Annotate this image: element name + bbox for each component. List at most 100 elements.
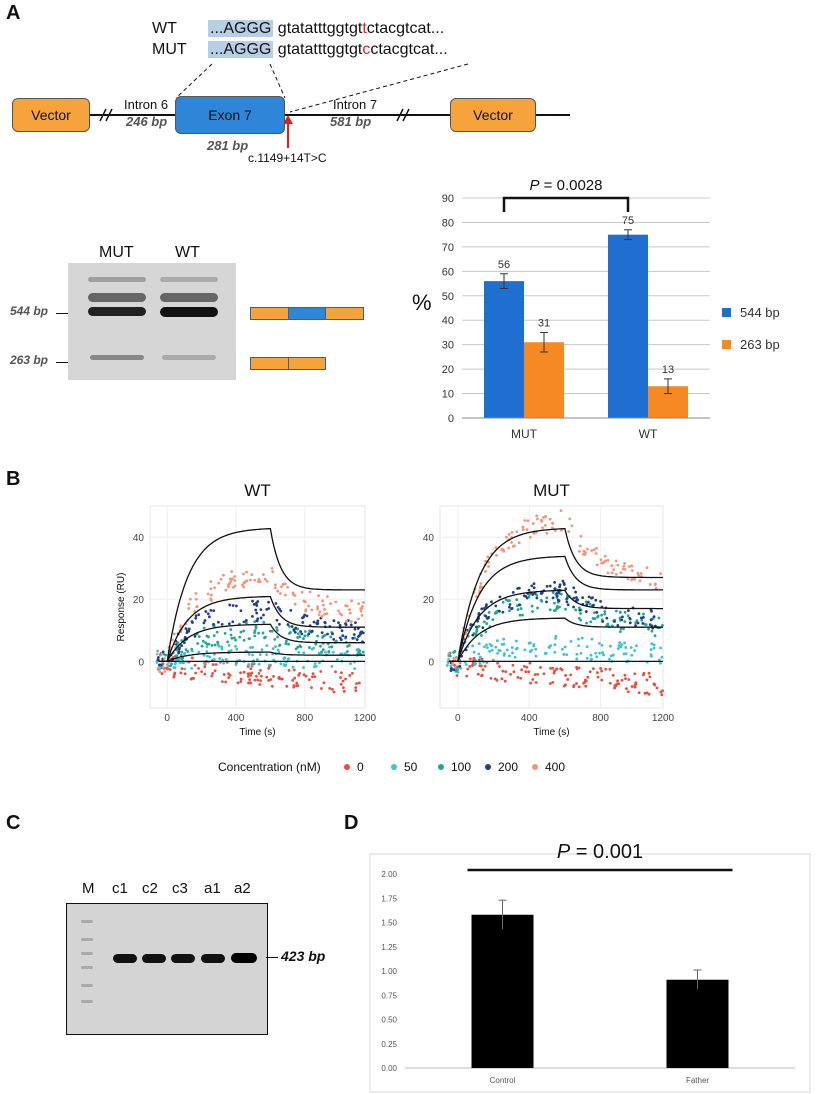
data-point bbox=[303, 600, 307, 604]
data-point bbox=[592, 548, 596, 552]
size-marker-423: 423 bp bbox=[281, 948, 326, 964]
data-point bbox=[572, 596, 576, 600]
data-point bbox=[160, 652, 164, 656]
data-point bbox=[239, 671, 242, 675]
data-point bbox=[270, 566, 274, 570]
data-point bbox=[230, 577, 234, 581]
data-point bbox=[585, 547, 589, 551]
data-point bbox=[182, 652, 186, 656]
data-point bbox=[354, 686, 358, 690]
data-point bbox=[623, 610, 627, 614]
data-point bbox=[239, 680, 243, 683]
chart-frame bbox=[369, 853, 811, 1093]
data-point bbox=[577, 549, 581, 553]
data-point bbox=[496, 651, 499, 655]
data-point bbox=[197, 635, 201, 639]
data-point bbox=[202, 626, 206, 630]
data-point bbox=[628, 616, 632, 620]
data-point bbox=[608, 667, 612, 671]
data-point bbox=[276, 628, 279, 632]
data-point bbox=[265, 653, 269, 657]
data-point bbox=[599, 558, 603, 562]
data-point bbox=[540, 599, 544, 603]
data-point bbox=[304, 674, 308, 678]
y-tick-label: 0.75 bbox=[381, 991, 397, 1000]
data-point bbox=[349, 623, 353, 627]
gel-lane-label: a1 bbox=[204, 880, 221, 897]
data-point bbox=[250, 671, 254, 675]
data-point bbox=[267, 600, 270, 604]
data-point bbox=[482, 620, 486, 624]
legend-label: 544 bp bbox=[740, 305, 780, 320]
x-tick-label: 0 bbox=[164, 713, 170, 724]
data-point bbox=[270, 629, 274, 633]
data-point bbox=[605, 616, 609, 620]
data-point bbox=[575, 652, 579, 656]
data-point bbox=[502, 654, 506, 657]
data-point bbox=[156, 656, 160, 659]
data-point bbox=[166, 667, 170, 671]
data-point bbox=[481, 626, 485, 630]
gel-lane-label: c3 bbox=[172, 880, 188, 897]
data-point bbox=[315, 621, 319, 625]
data-point bbox=[585, 621, 588, 625]
data-point bbox=[654, 586, 658, 590]
data-point bbox=[210, 599, 213, 602]
data-point bbox=[235, 604, 238, 608]
data-point bbox=[613, 684, 617, 687]
data-point bbox=[623, 641, 627, 645]
data-point bbox=[326, 595, 329, 598]
data-point bbox=[623, 562, 626, 565]
data-point bbox=[500, 548, 504, 551]
data-point bbox=[624, 652, 628, 656]
gel-band-544 bbox=[160, 307, 218, 317]
data-point bbox=[352, 633, 356, 636]
data-point bbox=[661, 624, 664, 627]
data-point bbox=[234, 638, 237, 642]
data-point bbox=[482, 645, 486, 649]
data-point bbox=[564, 607, 567, 611]
bar-544-bp bbox=[484, 281, 524, 418]
data-point bbox=[600, 613, 604, 617]
data-point bbox=[595, 546, 598, 550]
data-point bbox=[229, 579, 233, 583]
y-tick-label: 20 bbox=[133, 595, 145, 606]
gel-band bbox=[160, 277, 218, 282]
data-point bbox=[259, 616, 263, 620]
data-point bbox=[246, 674, 250, 678]
data-point bbox=[572, 684, 576, 687]
data-point bbox=[361, 600, 365, 604]
data-point bbox=[600, 669, 604, 673]
data-point bbox=[535, 596, 539, 600]
data-point bbox=[340, 671, 343, 675]
data-point bbox=[296, 684, 300, 687]
data-point bbox=[613, 620, 616, 623]
seq-intron-rest: ctacgtcat... bbox=[370, 41, 448, 58]
data-point bbox=[657, 658, 661, 662]
data-point bbox=[516, 676, 520, 679]
data-point bbox=[239, 677, 243, 681]
data-point bbox=[283, 582, 287, 586]
data-point bbox=[251, 653, 255, 657]
data-point bbox=[618, 610, 622, 614]
gel-lane-label: a2 bbox=[234, 880, 251, 897]
data-point bbox=[511, 651, 514, 655]
data-point bbox=[256, 600, 260, 603]
data-point bbox=[558, 583, 562, 587]
data-point bbox=[601, 620, 605, 623]
data-point bbox=[292, 668, 296, 672]
data-point bbox=[307, 632, 311, 636]
data-point bbox=[627, 565, 631, 568]
data-point bbox=[525, 596, 529, 600]
data-point bbox=[341, 679, 345, 683]
data-point bbox=[510, 646, 514, 649]
data-point bbox=[478, 655, 482, 659]
data-point bbox=[207, 615, 211, 619]
data-point bbox=[313, 662, 317, 666]
size-marker-544: 544 bp bbox=[10, 304, 49, 318]
data-point bbox=[622, 564, 626, 568]
data-point bbox=[293, 630, 297, 634]
data-point bbox=[577, 637, 580, 641]
data-point bbox=[213, 586, 216, 590]
data-point bbox=[245, 570, 249, 574]
